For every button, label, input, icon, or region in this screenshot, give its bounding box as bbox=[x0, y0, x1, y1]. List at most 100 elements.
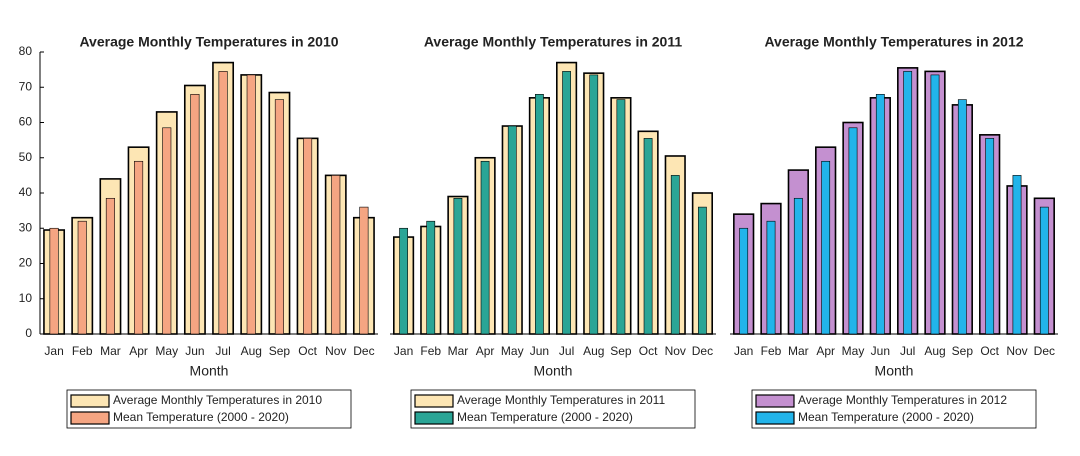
y-tick-label: 40 bbox=[19, 185, 33, 199]
bar bbox=[331, 175, 341, 335]
chart-title: Average Monthly Temperatures in 2011 bbox=[424, 34, 683, 50]
bar bbox=[670, 175, 680, 335]
y-tick-label: 50 bbox=[19, 150, 33, 164]
bar bbox=[218, 71, 228, 335]
x-tick-label: Jan bbox=[734, 344, 753, 358]
bar bbox=[162, 127, 172, 335]
legend-swatch bbox=[755, 411, 795, 425]
x-tick-label: Aug bbox=[583, 344, 604, 358]
legend-label: Mean Temperature (2000 - 2020) bbox=[113, 410, 289, 424]
bar bbox=[535, 94, 544, 335]
x-tick-label: Feb bbox=[72, 344, 93, 358]
x-axis-label: Month bbox=[534, 363, 573, 379]
bar bbox=[190, 94, 200, 335]
x-tick-label: Feb bbox=[761, 344, 782, 358]
x-tick-label: Oct bbox=[980, 344, 999, 358]
bar bbox=[359, 206, 369, 335]
x-axis-label: Month bbox=[875, 363, 914, 379]
x-tick-label: Nov bbox=[325, 344, 346, 358]
bar bbox=[957, 99, 967, 335]
bar bbox=[303, 138, 313, 335]
legend-label: Average Monthly Temperatures in 2010 bbox=[113, 393, 322, 407]
x-tick-label: Apr bbox=[129, 344, 148, 358]
bar bbox=[105, 197, 115, 335]
legend-swatch bbox=[414, 411, 454, 425]
bar bbox=[480, 160, 490, 335]
x-tick-label: Jul bbox=[900, 344, 915, 358]
legend-swatch bbox=[70, 411, 110, 425]
x-tick-label: Feb bbox=[420, 344, 441, 358]
bar bbox=[246, 74, 256, 335]
y-tick-label: 0 bbox=[25, 326, 32, 340]
x-tick-label: Sep bbox=[269, 344, 291, 358]
y-tick-label: 10 bbox=[19, 291, 33, 305]
chart-title: Average Monthly Temperatures in 2010 bbox=[79, 34, 338, 50]
x-tick-label: Oct bbox=[298, 344, 317, 358]
bar bbox=[49, 227, 59, 335]
x-tick-label: Jun bbox=[185, 344, 204, 358]
x-tick-label: Nov bbox=[1006, 344, 1027, 358]
y-tick-label: 20 bbox=[19, 256, 33, 270]
bar bbox=[985, 138, 995, 335]
bar bbox=[766, 220, 776, 335]
bar bbox=[903, 71, 913, 335]
x-tick-label: Mar bbox=[100, 344, 121, 358]
bar bbox=[589, 74, 599, 335]
x-tick-label: May bbox=[501, 344, 524, 358]
y-tick-label: 30 bbox=[19, 220, 33, 234]
legend-label: Average Monthly Temperatures in 2012 bbox=[798, 393, 1007, 407]
legend-label: Mean Temperature (2000 - 2020) bbox=[798, 410, 974, 424]
x-tick-label: Jun bbox=[871, 344, 890, 358]
x-tick-label: Nov bbox=[665, 344, 686, 358]
x-tick-label: Apr bbox=[816, 344, 835, 358]
legend-swatch bbox=[70, 394, 110, 408]
x-tick-label: Jun bbox=[530, 344, 549, 358]
legend-box bbox=[751, 389, 1037, 429]
legend-swatch bbox=[414, 394, 454, 408]
legend-label: Mean Temperature (2000 - 2020) bbox=[457, 410, 633, 424]
x-tick-label: Mar bbox=[448, 344, 469, 358]
bar bbox=[821, 160, 831, 335]
legend-box bbox=[66, 389, 352, 429]
chart-title: Average Monthly Temperatures in 2012 bbox=[764, 34, 1023, 50]
x-tick-label: Sep bbox=[610, 344, 632, 358]
bar bbox=[1012, 175, 1022, 335]
bar bbox=[1039, 206, 1049, 335]
legend-label: Average Monthly Temperatures in 2011 bbox=[457, 393, 665, 407]
bar bbox=[274, 99, 284, 335]
bar bbox=[848, 127, 858, 335]
bar bbox=[77, 220, 87, 335]
bar bbox=[930, 74, 940, 335]
legend-swatch bbox=[755, 394, 795, 408]
x-tick-label: May bbox=[842, 344, 865, 358]
x-tick-label: Mar bbox=[788, 344, 809, 358]
bar bbox=[616, 99, 626, 335]
bar bbox=[453, 197, 463, 335]
x-tick-label: May bbox=[155, 344, 178, 358]
bar bbox=[426, 220, 436, 335]
x-axis-label: Month bbox=[190, 363, 229, 379]
x-tick-label: Dec bbox=[353, 344, 374, 358]
bar bbox=[875, 94, 885, 335]
x-tick-label: Oct bbox=[639, 344, 658, 358]
x-tick-label: Jul bbox=[215, 344, 230, 358]
x-tick-label: Sep bbox=[952, 344, 974, 358]
x-tick-label: Apr bbox=[476, 344, 495, 358]
y-tick-label: 70 bbox=[19, 79, 33, 93]
x-tick-label: Jan bbox=[394, 344, 413, 358]
legend-box bbox=[410, 389, 696, 429]
y-tick-label: 60 bbox=[19, 115, 33, 129]
x-tick-label: Dec bbox=[692, 344, 713, 358]
x-tick-label: Jan bbox=[44, 344, 63, 358]
y-tick-label: 80 bbox=[19, 44, 33, 58]
bar bbox=[698, 206, 707, 335]
bar bbox=[507, 125, 517, 335]
bar bbox=[562, 71, 571, 335]
bar bbox=[793, 197, 803, 335]
bar bbox=[739, 227, 749, 335]
bar bbox=[399, 227, 408, 335]
x-tick-label: Aug bbox=[241, 344, 262, 358]
x-tick-label: Dec bbox=[1034, 344, 1055, 358]
